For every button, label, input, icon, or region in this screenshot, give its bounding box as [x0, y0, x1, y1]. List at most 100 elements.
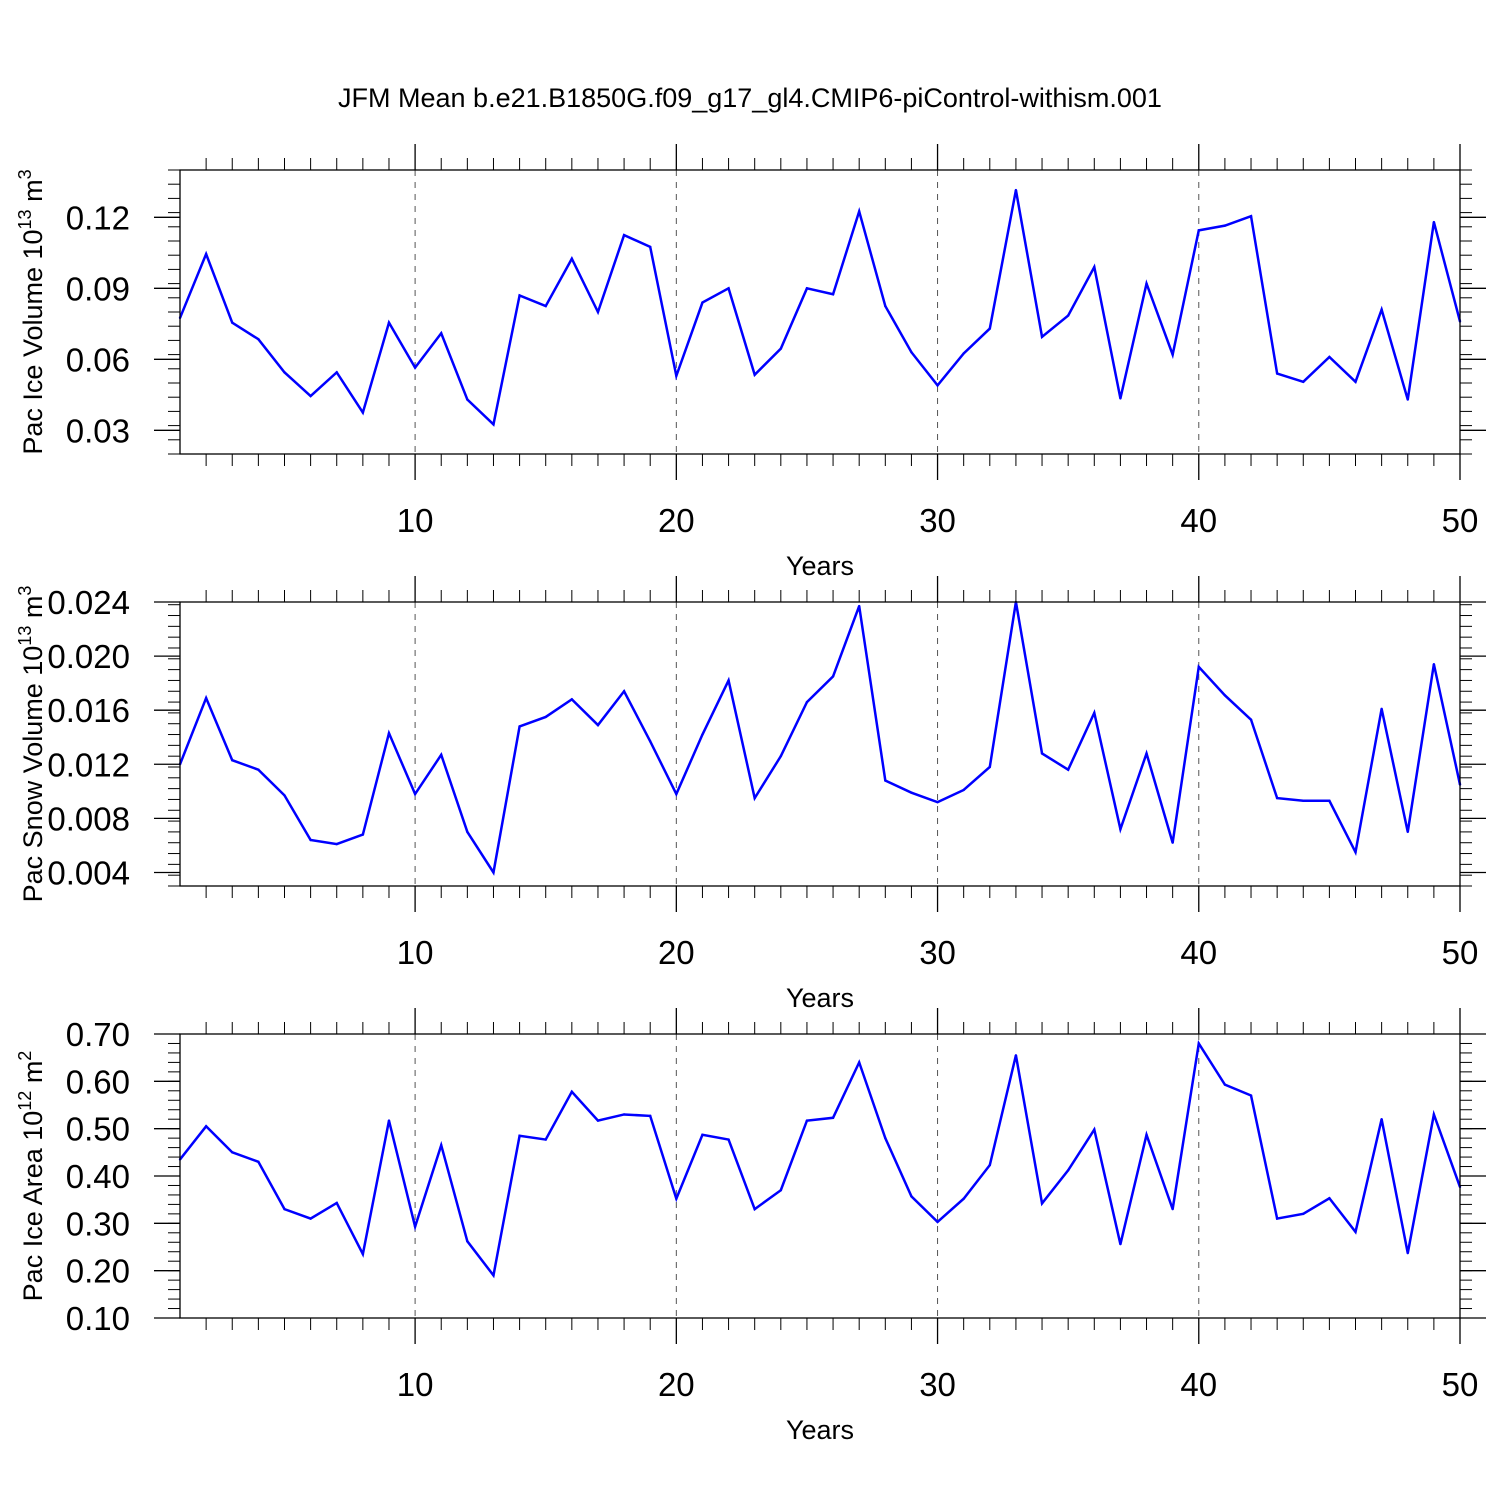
- data-point: [544, 715, 547, 719]
- data-point: [962, 1197, 965, 1200]
- data-point: [596, 1119, 600, 1122]
- data-point: [492, 871, 495, 874]
- x-tick-label: 40: [1180, 1366, 1217, 1403]
- data-point: [1093, 265, 1096, 269]
- data-point: [387, 731, 391, 735]
- x-tick-label: 50: [1442, 1366, 1479, 1403]
- chart-panel-1: 10 20 30 40 50 0.03 0.06 0.09 0.12 Years Pac Ice V…: [15, 144, 1486, 581]
- data-point: [1197, 229, 1200, 232]
- y-tick-label: 0.09: [66, 270, 130, 307]
- y-tick-label: 0.024: [47, 584, 130, 621]
- data-point: [910, 791, 913, 794]
- data-point: [231, 759, 234, 762]
- data-point: [596, 310, 600, 314]
- x-tick-label: 10: [397, 502, 434, 539]
- x-tick-label: 20: [658, 502, 695, 539]
- data-point: [988, 327, 991, 330]
- series-line: [179, 1040, 1462, 1279]
- data-point: [622, 1113, 626, 1116]
- data-point: [1328, 1197, 1331, 1200]
- data-point: [884, 304, 887, 308]
- data-point: [257, 338, 260, 341]
- data-point: [231, 1151, 234, 1154]
- data-point: [1354, 850, 1357, 854]
- x-tick-label: 20: [658, 1366, 695, 1403]
- data-point: [1197, 665, 1200, 669]
- data-point: [988, 1163, 991, 1167]
- data-point: [1223, 694, 1227, 697]
- data-point: [1302, 1212, 1305, 1216]
- data-point: [1145, 282, 1148, 285]
- data-point: [831, 675, 835, 678]
- y-tick-label: 0.20: [66, 1253, 130, 1290]
- data-point: [1040, 335, 1044, 339]
- data-point: [361, 833, 365, 836]
- data-point: [413, 792, 417, 796]
- y-tick-label: 0.008: [47, 800, 130, 837]
- data-point: [596, 723, 600, 727]
- data-point: [1249, 214, 1253, 218]
- x-tick-label: 40: [1180, 502, 1217, 539]
- data-point: [466, 830, 469, 834]
- data-point: [440, 332, 443, 335]
- y-axis-label: Pac Snow Volume 1013 m3: [15, 586, 48, 903]
- data-point: [1119, 1242, 1122, 1246]
- data-point: [649, 245, 652, 249]
- y-tick-label: 0.12: [66, 199, 130, 236]
- data-point: [936, 1220, 939, 1224]
- data-point: [701, 733, 704, 736]
- data-point: [753, 1207, 756, 1211]
- data-point: [257, 1160, 260, 1164]
- data-point: [1014, 1054, 1018, 1057]
- data-point: [857, 210, 861, 213]
- y-tick-label: 0.020: [47, 638, 130, 675]
- data-point: [544, 1138, 547, 1141]
- data-point: [1223, 1083, 1227, 1086]
- data-point: [492, 423, 495, 426]
- data-point: [1302, 799, 1305, 802]
- data-point: [1093, 711, 1096, 715]
- data-point: [884, 779, 887, 782]
- data-point: [440, 1144, 443, 1147]
- data-point: [727, 679, 730, 682]
- y-tick-label: 0.40: [66, 1158, 130, 1195]
- data-point: [1066, 1169, 1070, 1172]
- data-point: [283, 371, 286, 374]
- x-axis-label: Years: [786, 551, 854, 581]
- data-point: [779, 347, 783, 350]
- y-tick-label: 0.004: [47, 854, 130, 891]
- data-point: [309, 838, 312, 842]
- data-point: [1145, 1133, 1148, 1137]
- data-point: [910, 1195, 913, 1198]
- y-tick-label: 0.03: [66, 412, 130, 449]
- data-point: [805, 287, 809, 290]
- data-point: [570, 257, 574, 260]
- data-point: [727, 287, 730, 290]
- data-point: [570, 1090, 574, 1093]
- data-point: [1275, 372, 1279, 375]
- data-point: [884, 1136, 887, 1140]
- data-point: [1432, 1113, 1436, 1116]
- data-point: [1014, 188, 1018, 192]
- data-point: [675, 792, 678, 796]
- data-point: [1171, 1207, 1174, 1211]
- data-point: [544, 304, 547, 308]
- data-point: [1119, 397, 1122, 400]
- x-tick-label: 10: [397, 934, 434, 971]
- data-point: [1145, 752, 1148, 755]
- data-point: [805, 700, 809, 704]
- y-tick-label: 0.50: [66, 1111, 130, 1148]
- x-tick-label: 30: [919, 1366, 956, 1403]
- y-tick-label: 0.012: [47, 746, 130, 783]
- data-point: [1275, 1217, 1279, 1220]
- data-point: [518, 1134, 521, 1137]
- x-tick-label: 50: [1442, 934, 1479, 971]
- data-point: [936, 384, 939, 387]
- data-point: [622, 233, 626, 237]
- data-point: [570, 698, 574, 701]
- data-point: [675, 1197, 678, 1200]
- data-point: [1328, 355, 1331, 359]
- data-point: [727, 1138, 730, 1141]
- data-point: [701, 1133, 704, 1137]
